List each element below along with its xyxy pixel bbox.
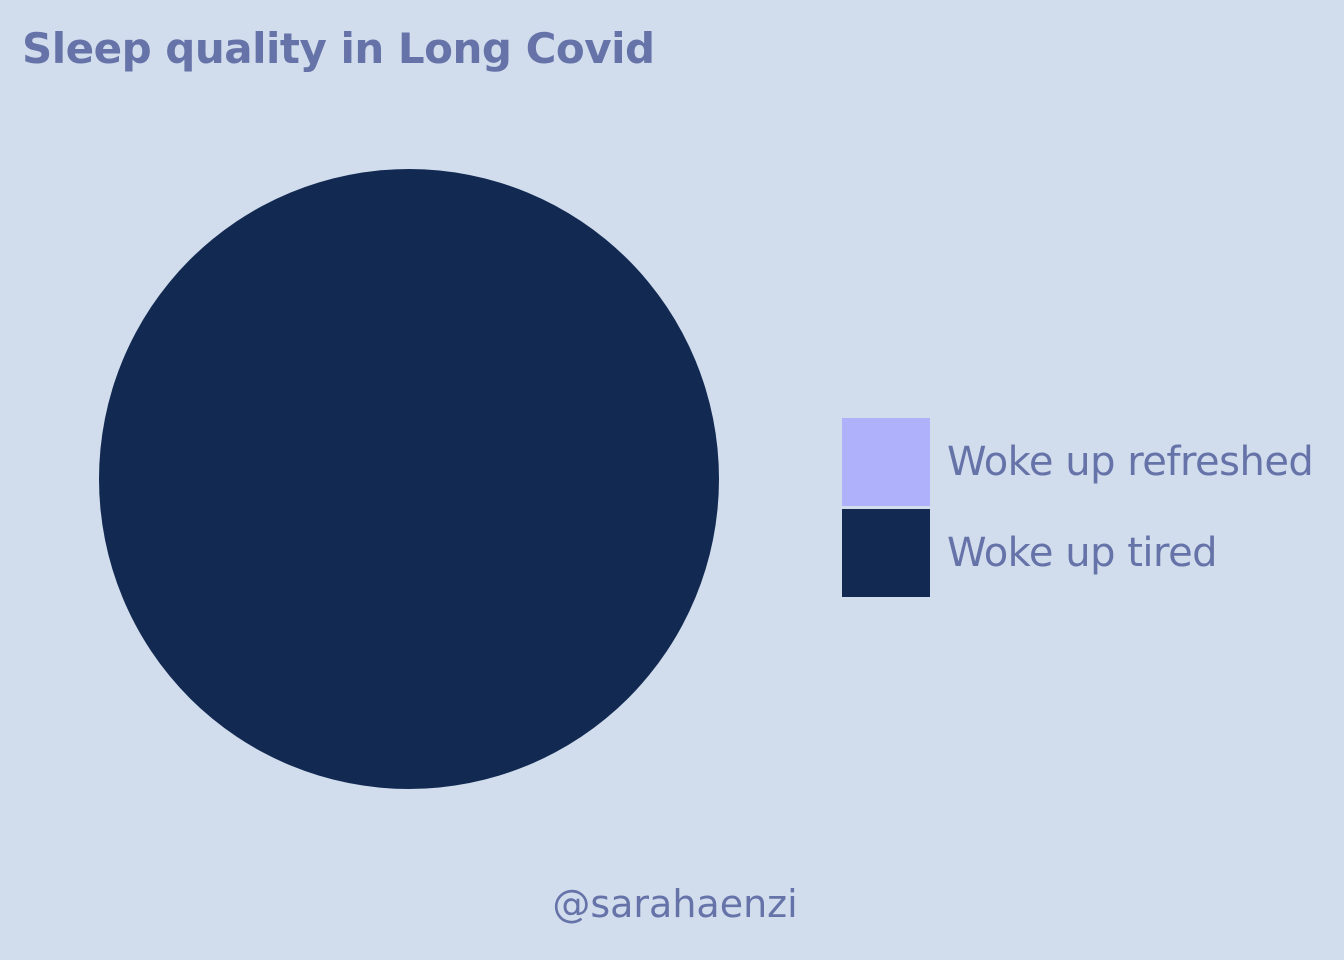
pie-chart: [99, 169, 719, 789]
legend: Woke up refreshed Woke up tired: [842, 418, 1314, 600]
pie-slice-woke-up-tired: [99, 169, 719, 789]
legend-label-refreshed: Woke up refreshed: [947, 439, 1314, 485]
chart-title: Sleep quality in Long Covid: [22, 24, 655, 73]
legend-item-tired: Woke up tired: [842, 509, 1313, 597]
author-credit: @sarahaenzi: [552, 882, 798, 926]
legend-swatch-tired: [842, 509, 930, 597]
legend-swatch-refreshed: [842, 418, 930, 506]
legend-item-refreshed: Woke up refreshed: [842, 418, 1314, 506]
legend-label-tired: Woke up tired: [947, 530, 1218, 576]
